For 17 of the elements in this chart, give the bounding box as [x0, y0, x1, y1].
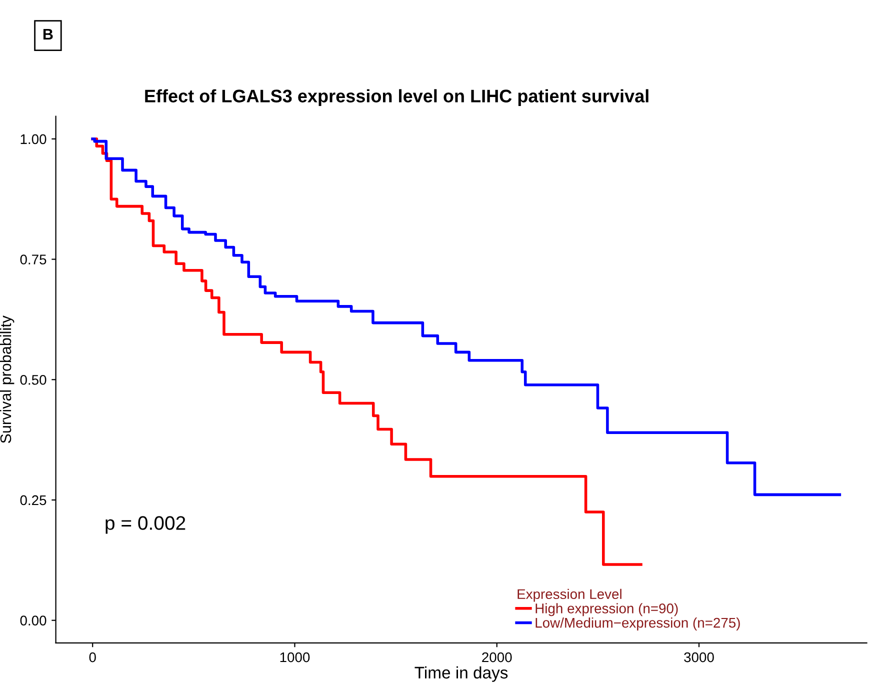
legend-title: Expression Level: [518, 588, 622, 602]
y-tick-label: 0.25: [20, 495, 46, 506]
text: B: [43, 29, 53, 40]
y-tick-label: 0.00: [20, 616, 46, 626]
x-tick-label: 2000: [482, 652, 512, 662]
y-tick-label: 0.50: [20, 374, 46, 385]
x-axis-title: Time in days: [414, 666, 508, 682]
legend-label: High expression (n=90): [536, 603, 678, 616]
x-tick-label: 3000: [684, 652, 714, 662]
y-axis-title: Survival probability: [0, 316, 14, 444]
x-tick-label: 0: [89, 652, 96, 662]
legend-label: Low/Medium−expression (n=275): [536, 618, 740, 630]
y-tick-label: 1.00: [20, 134, 46, 144]
x-tick-label: 1000: [280, 652, 310, 662]
chart-title: Effect of LGALS3 expression level on LIHC patient survival: [145, 89, 648, 106]
y-tick-label: 0.75: [20, 254, 46, 264]
annotation: p = 0.002: [106, 516, 186, 534]
